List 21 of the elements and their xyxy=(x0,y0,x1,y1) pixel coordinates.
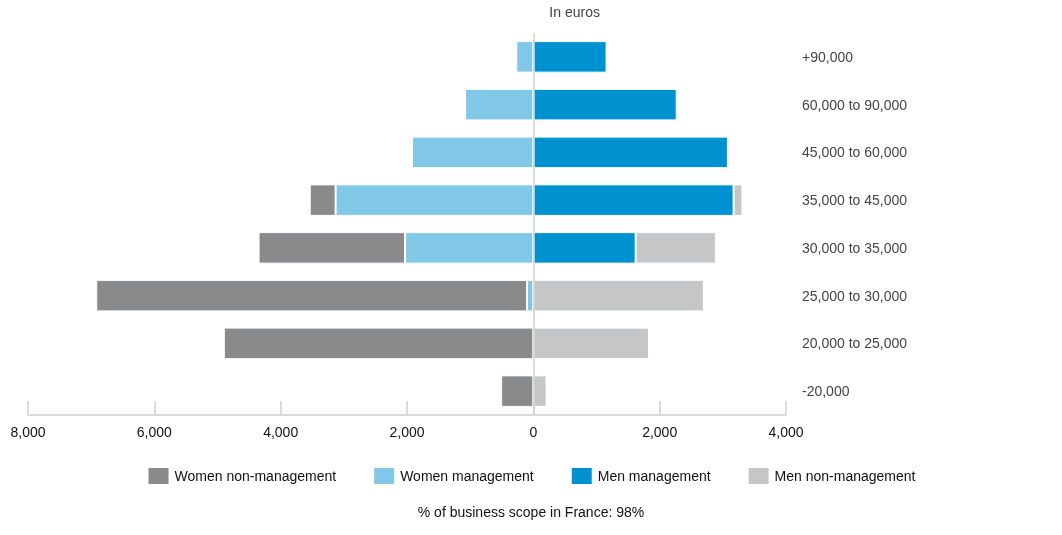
legend-label: Women non-management xyxy=(174,468,337,484)
y-tick-label: +90,000 xyxy=(802,48,854,65)
x-tick-label: 4,000 xyxy=(263,424,299,440)
x-tick-label: 2,000 xyxy=(389,424,425,440)
x-tick-label: 0 xyxy=(529,424,538,440)
text: % of business scope in France: 98% xyxy=(417,504,645,520)
y-tick-label: 20,000 to 25,000 xyxy=(802,335,908,352)
x-tick-label: 2,000 xyxy=(642,424,678,440)
y-tick-label: 45,000 to 60,000 xyxy=(802,144,908,161)
y-tick-label: -20,000 xyxy=(802,383,850,400)
x-tick-label: 6,000 xyxy=(136,424,173,440)
legend-label: Women management xyxy=(400,468,534,484)
y-tick-label: 30,000 to 35,000 xyxy=(802,239,908,256)
y-tick-label: 60,000 to 90,000 xyxy=(802,96,908,113)
y-axis-title: In euros xyxy=(549,4,600,20)
x-tick-label: 4,000 xyxy=(768,424,804,440)
y-tick-label: 25,000 to 30,000 xyxy=(802,287,908,304)
legend-label: Men non-management xyxy=(774,468,916,484)
x-tick-label: 8,000 xyxy=(10,424,46,440)
y-tick-label: 35,000 to 45,000 xyxy=(802,192,908,209)
legend-label: Men management xyxy=(597,468,711,484)
